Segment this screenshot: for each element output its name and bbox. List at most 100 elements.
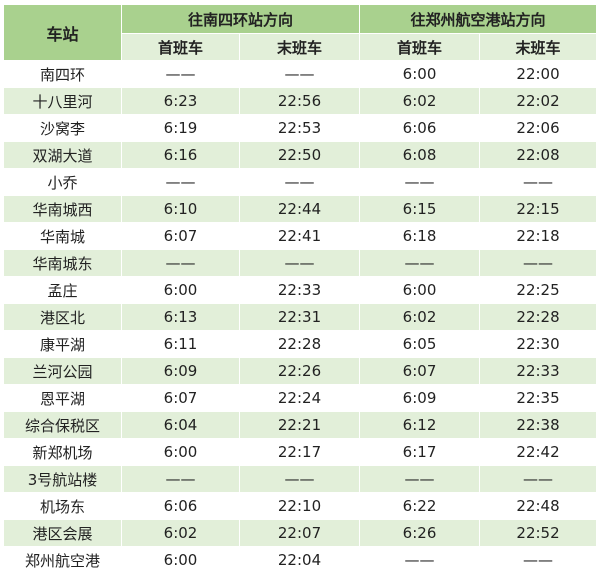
direction-a-last-train-time: 22:33 <box>238 276 361 304</box>
direction-b-first-train-time: 6:08 <box>359 141 481 169</box>
station-name: 港区会展 <box>3 519 122 547</box>
direction-b-last-train-time: 22:28 <box>479 303 598 331</box>
direction-b-first-train-time: —— <box>359 168 481 196</box>
station-name: 南四环 <box>3 60 122 88</box>
direction-a-first-train-time: —— <box>121 465 240 493</box>
direction-b-first-train-time: 6:02 <box>359 87 481 115</box>
direction-b-last-train-time: 22:48 <box>479 492 598 520</box>
direction-a-first-train-time: 6:09 <box>121 357 240 385</box>
table-row: 港区会展 6:02 22:07 6:26 22:52 <box>3 519 598 547</box>
table-row: 3号航站楼 —— —— —— —— <box>3 465 598 493</box>
direction-a-first-train-time: 6:16 <box>121 141 240 169</box>
timetable: 车站 往南四环站方向 往郑州航空港站方向 首班车 末班车 首班车 末班车 南四环… <box>3 4 598 574</box>
direction-a-last-train-time: —— <box>238 249 361 277</box>
direction-a-last-train-time: 22:24 <box>238 384 361 412</box>
direction-a-last-train-time: 22:56 <box>238 87 361 115</box>
direction-a-last-train-header: 末班车 <box>238 33 361 61</box>
table-row: 孟庄 6:00 22:33 6:00 22:25 <box>3 276 598 304</box>
direction-b-last-train-time: 22:33 <box>479 357 598 385</box>
direction-b-first-train-time: —— <box>359 249 481 277</box>
direction-a-last-train-time: —— <box>238 168 361 196</box>
direction-b-last-train-time: 22:30 <box>479 330 598 358</box>
station-name: 华南城东 <box>3 249 122 277</box>
direction-b-first-train-time: 6:00 <box>359 60 481 88</box>
direction-a-last-train-time: 22:28 <box>238 330 361 358</box>
direction-b-first-train-time: —— <box>359 465 481 493</box>
direction-b-first-train-time: 6:22 <box>359 492 481 520</box>
direction-a-first-train-time: 6:07 <box>121 222 240 250</box>
station-name: 综合保税区 <box>3 411 122 439</box>
direction-a-first-train-time: 6:10 <box>121 195 240 223</box>
table-row: 综合保税区 6:04 22:21 6:12 22:38 <box>3 411 598 439</box>
direction-a-first-train-time: 6:06 <box>121 492 240 520</box>
table-row: 港区北 6:13 22:31 6:02 22:28 <box>3 303 598 331</box>
direction-b-last-train-time: 22:18 <box>479 222 598 250</box>
direction-b-last-train-time: 22:38 <box>479 411 598 439</box>
direction-a-last-train-time: 22:53 <box>238 114 361 142</box>
direction-b-last-train-time: —— <box>479 249 598 277</box>
direction-b-last-train-time: 22:02 <box>479 87 598 115</box>
direction-a-first-train-time: 6:11 <box>121 330 240 358</box>
direction-a-first-train-time: 6:00 <box>121 438 240 466</box>
direction-b-first-train-time: 6:12 <box>359 411 481 439</box>
direction-a-first-train-time: 6:00 <box>121 546 240 574</box>
table-row: 沙窝李 6:19 22:53 6:06 22:06 <box>3 114 598 142</box>
station-name: 沙窝李 <box>3 114 122 142</box>
direction-a-first-train-time: 6:13 <box>121 303 240 331</box>
station-column-header: 车站 <box>3 4 122 61</box>
station-name: 双湖大道 <box>3 141 122 169</box>
direction-a-header: 往南四环站方向 <box>120 4 361 34</box>
table-row: 华南城 6:07 22:41 6:18 22:18 <box>3 222 598 250</box>
direction-b-first-train-time: 6:02 <box>359 303 481 331</box>
direction-a-first-train-header: 首班车 <box>121 33 240 61</box>
direction-a-last-train-time: 22:26 <box>238 357 361 385</box>
station-name: 新郑机场 <box>3 438 122 466</box>
station-name: 恩平湖 <box>3 384 122 412</box>
table-row: 双湖大道 6:16 22:50 6:08 22:08 <box>3 141 598 169</box>
table-row: 小乔 —— —— —— —— <box>3 168 598 196</box>
direction-a-first-train-time: —— <box>121 249 240 277</box>
station-name: 机场东 <box>3 492 122 520</box>
direction-b-first-train-time: 6:17 <box>359 438 481 466</box>
direction-b-last-train-time: —— <box>479 465 598 493</box>
station-name: 康平湖 <box>3 330 122 358</box>
direction-a-last-train-time: —— <box>238 465 361 493</box>
station-name: 十八里河 <box>3 87 122 115</box>
station-name: 港区北 <box>3 303 122 331</box>
table-row: 南四环 —— —— 6:00 22:00 <box>3 60 598 88</box>
table-row: 新郑机场 6:00 22:17 6:17 22:42 <box>3 438 598 466</box>
station-name: 小乔 <box>3 168 122 196</box>
direction-a-last-train-time: 22:31 <box>238 303 361 331</box>
direction-b-last-train-time: 22:52 <box>479 519 598 547</box>
direction-a-last-train-time: 22:07 <box>238 519 361 547</box>
station-name: 华南城西 <box>3 195 122 223</box>
direction-b-first-train-time: 6:09 <box>359 384 481 412</box>
station-name: 郑州航空港 <box>3 546 122 574</box>
direction-b-first-train-time: 6:00 <box>359 276 481 304</box>
direction-a-last-train-time: 22:10 <box>238 492 361 520</box>
station-name: 华南城 <box>3 222 122 250</box>
direction-a-last-train-time: 22:41 <box>238 222 361 250</box>
direction-b-first-train-time: —— <box>359 546 481 574</box>
table-row: 郑州航空港 6:00 22:04 —— —— <box>3 546 598 574</box>
direction-b-last-train-time: 22:08 <box>479 141 598 169</box>
table-row: 华南城西 6:10 22:44 6:15 22:15 <box>3 195 598 223</box>
direction-a-first-train-time: 6:04 <box>121 411 240 439</box>
direction-a-first-train-time: 6:19 <box>121 114 240 142</box>
direction-b-last-train-time: 22:00 <box>479 60 598 88</box>
table-row: 兰河公园 6:09 22:26 6:07 22:33 <box>3 357 598 385</box>
station-name: 3号航站楼 <box>3 465 122 493</box>
direction-b-last-train-time: 22:25 <box>479 276 598 304</box>
direction-a-first-train-time: 6:23 <box>121 87 240 115</box>
direction-a-last-train-time: 22:04 <box>238 546 361 574</box>
table-row: 康平湖 6:11 22:28 6:05 22:30 <box>3 330 598 358</box>
direction-a-last-train-time: 22:21 <box>238 411 361 439</box>
direction-b-last-train-time: 22:42 <box>479 438 598 466</box>
table-row: 华南城东 —— —— —— —— <box>3 249 598 277</box>
direction-b-first-train-time: 6:05 <box>359 330 481 358</box>
direction-a-first-train-time: —— <box>121 168 240 196</box>
direction-b-last-train-time: 22:35 <box>479 384 598 412</box>
direction-b-first-train-time: 6:26 <box>359 519 481 547</box>
direction-b-first-train-header: 首班车 <box>359 33 481 61</box>
